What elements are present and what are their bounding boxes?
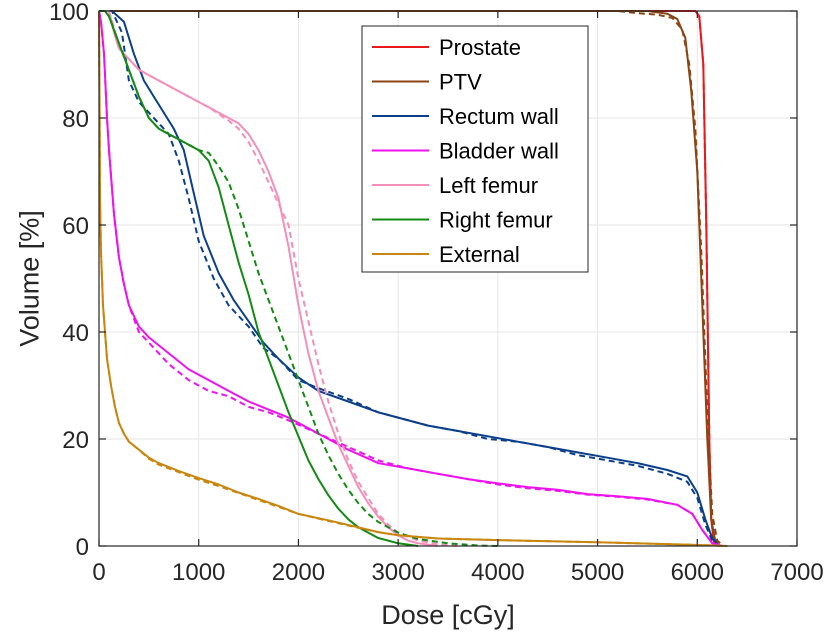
legend: Prostate PTV Rectum wall Bladder wall Left f… xyxy=(361,25,589,273)
x-tick-label: 1000 xyxy=(172,559,225,586)
legend-label-right-femur: Right femur xyxy=(439,208,553,233)
x-tick-label: 3000 xyxy=(371,559,424,586)
y-tick-label: 20 xyxy=(62,427,89,454)
series-line-left-femur xyxy=(99,10,439,547)
series-line-ptv xyxy=(99,10,721,547)
series-line-dashed-rectum-wall xyxy=(99,10,720,547)
legend-label-left-femur: Left femur xyxy=(439,173,538,198)
x-tick-label: 0 xyxy=(92,559,105,586)
x-tick-label: 6000 xyxy=(671,559,724,586)
y-tick-label: 80 xyxy=(62,106,89,133)
y-tick-label: 0 xyxy=(76,534,89,561)
y-tick-label: 40 xyxy=(62,320,89,347)
plot-area-frame xyxy=(98,10,798,547)
legend-label-ptv: PTV xyxy=(439,70,482,95)
legend-label-prostate: Prostate xyxy=(439,35,521,60)
y-tick-label: 60 xyxy=(62,213,89,240)
y-axis-label: Volume [%] xyxy=(14,210,44,347)
x-tick-label: 2000 xyxy=(272,559,325,586)
legend-label-bladder-wall: Bladder wall xyxy=(439,139,559,164)
series-line-bladder-wall xyxy=(98,10,723,547)
legend-label-external: External xyxy=(439,242,520,267)
legend-label-rectum-wall: Rectum wall xyxy=(439,104,559,129)
series-layer xyxy=(98,10,728,547)
series-line-dashed-right-femur xyxy=(99,10,498,547)
legend-box xyxy=(361,25,589,273)
x-tick-label: 5000 xyxy=(571,559,624,586)
x-axis-label: Dose [cGy] xyxy=(381,600,515,630)
x-tick-label: 4000 xyxy=(471,559,524,586)
x-tick-label: 7000 xyxy=(770,559,823,586)
series-line-right-femur xyxy=(99,10,419,547)
series-line-external xyxy=(98,10,728,547)
axis-ticks: 0 1000 2000 3000 4000 5000 6000 7000 0 20 40 60 80 10… xyxy=(49,0,824,586)
y-tick-label: 100 xyxy=(49,0,89,26)
